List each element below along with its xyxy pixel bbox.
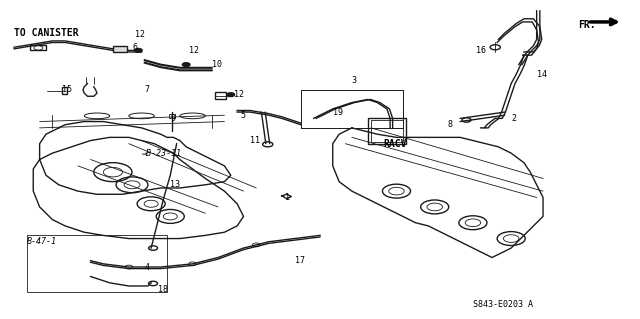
Text: 10: 10 bbox=[212, 60, 221, 69]
Text: 9: 9 bbox=[170, 114, 175, 123]
Text: TO CANISTER: TO CANISTER bbox=[14, 28, 79, 38]
Bar bbox=[371, 120, 403, 142]
Text: FR.: FR. bbox=[578, 20, 596, 30]
Text: 12: 12 bbox=[189, 46, 200, 55]
Text: 8: 8 bbox=[447, 120, 452, 129]
Text: 17: 17 bbox=[294, 256, 305, 265]
Text: 12: 12 bbox=[234, 90, 244, 99]
Text: 3: 3 bbox=[352, 76, 357, 85]
Text: 6: 6 bbox=[132, 43, 137, 52]
Circle shape bbox=[182, 63, 190, 67]
Circle shape bbox=[134, 48, 142, 52]
Text: 19: 19 bbox=[333, 108, 343, 116]
Bar bbox=[169, 114, 175, 118]
Text: 11: 11 bbox=[250, 136, 260, 145]
Bar bbox=[215, 92, 227, 100]
Text: 4: 4 bbox=[145, 263, 150, 271]
Text: RACV: RACV bbox=[384, 139, 407, 149]
Text: 5: 5 bbox=[241, 111, 245, 120]
Bar bbox=[368, 118, 406, 144]
Text: 2: 2 bbox=[511, 114, 516, 123]
Text: 7: 7 bbox=[145, 85, 150, 94]
Text: 14: 14 bbox=[537, 70, 547, 78]
Text: 16: 16 bbox=[476, 46, 486, 55]
Text: ⇒B-23-11: ⇒B-23-11 bbox=[141, 149, 182, 158]
Bar bbox=[301, 90, 403, 128]
Text: 18: 18 bbox=[157, 285, 168, 294]
Text: 13: 13 bbox=[170, 180, 180, 189]
Text: 15: 15 bbox=[62, 85, 72, 94]
Text: S843-E0203 A: S843-E0203 A bbox=[473, 300, 533, 309]
Circle shape bbox=[227, 93, 235, 97]
Text: 1: 1 bbox=[285, 193, 290, 202]
Bar bbox=[62, 87, 67, 94]
Bar bbox=[30, 45, 46, 50]
Text: 12: 12 bbox=[135, 30, 145, 39]
Text: B-47-1: B-47-1 bbox=[27, 237, 57, 246]
Bar bbox=[27, 235, 167, 292]
Bar bbox=[113, 46, 127, 52]
